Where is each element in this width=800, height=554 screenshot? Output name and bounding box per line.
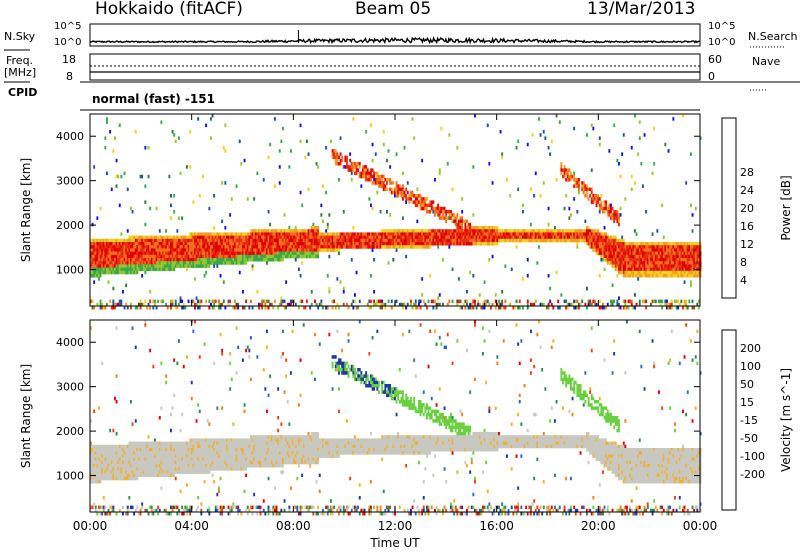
x-tick-label: 20:00 — [581, 519, 616, 533]
freq-label: Freq. — [6, 54, 34, 67]
axes-text: 00:00 04:00 08:00 12:00 16:00 20:00 00:00 Time … — [73, 519, 718, 550]
colorbar-tick-label: -15 — [740, 414, 758, 427]
noise-frame — [89, 23, 701, 47]
colorbar-tick-label: 12 — [740, 238, 754, 251]
power-panel: 1000 2000 3000 4000 Slant Range [km] — [19, 113, 702, 310]
x-tick-label: 12:00 — [378, 519, 413, 533]
y-tick-label: 1000 — [56, 264, 84, 277]
cpid-label: CPID — [8, 86, 38, 99]
x-tick-label: 08:00 — [276, 519, 311, 533]
y-tick-label: 3000 — [56, 175, 84, 188]
noise-tick-left-high: 10^5 — [54, 21, 82, 32]
colorbar-tick-label: -50 — [740, 432, 758, 445]
colorbar-label: Velocity [m s^-1] — [779, 368, 793, 472]
y-tick-label: 3000 — [56, 381, 84, 394]
colorbar-tick-label: 24 — [740, 184, 754, 197]
nsearch-label: N.Search — [748, 30, 798, 43]
frequency-panel — [4, 49, 800, 111]
colorbar-tick-label: 4 — [740, 274, 747, 287]
velocity-panel: 1000 2000 3000 4000 Slant Range [km] — [19, 319, 702, 516]
colorbar-tick-label: 20 — [740, 202, 754, 215]
power-colorbar: 4 8 12 16 20 24 28 Power [dB] — [721, 117, 793, 299]
nave-tick-high: 60 — [708, 53, 722, 66]
colorbar-tick-label: 100 — [740, 360, 761, 373]
y-axis-label: Slant Range [km] — [19, 364, 33, 468]
colorbar-tick-label: 50 — [740, 378, 754, 391]
date-title: 13/Mar/2013 — [587, 0, 696, 19]
colorbar-tick-label: 8 — [740, 256, 747, 269]
x-tick-label: 00:00 — [73, 519, 108, 533]
colorbar-tick-label: 200 — [740, 342, 761, 355]
colorbar-tick-label: -100 — [740, 450, 765, 463]
freq-unit: [MHz] — [4, 66, 37, 79]
colorbar-frame — [721, 329, 737, 511]
noise-tick-right-high: 10^5 — [708, 21, 736, 32]
y-tick-label: 2000 — [56, 425, 84, 438]
nsky-line — [89, 35, 701, 45]
station-title: Hokkaido (fitACF) — [95, 0, 243, 19]
y-axis-label: Slant Range [km] — [19, 158, 33, 262]
freq-frame — [89, 53, 701, 81]
x-tick-label: 00:00 — [683, 519, 718, 533]
x-tick-label: 04:00 — [174, 519, 209, 533]
beam-title: Beam 05 — [355, 0, 432, 19]
nave-label: Nave — [752, 55, 781, 68]
nsky-label: N.Sky — [4, 30, 36, 43]
colorbar-tick-label: 16 — [740, 220, 754, 233]
freq-tick-low: 8 — [66, 70, 73, 83]
colorbar-label: Power [dB] — [779, 175, 793, 240]
colorbar-frame — [721, 117, 737, 299]
y-tick-label: 1000 — [56, 470, 84, 483]
noise-tick-left-low: 10^0 — [54, 37, 82, 48]
colorbar-tick-label: 28 — [740, 166, 754, 179]
noise-panel — [89, 23, 785, 48]
freq-tick-high: 18 — [62, 53, 76, 66]
velocity-colorbar: 200 100 50 15 -15 -50 -100 -200 Velocity [m s^-1… — [721, 329, 793, 511]
panel-bg — [90, 114, 700, 306]
y-tick-label: 4000 — [56, 130, 84, 143]
x-tick-label: 16:00 — [479, 519, 514, 533]
colorbar-tick-label: 15 — [740, 396, 754, 409]
colorbar-tick-label: -200 — [740, 468, 765, 481]
panel-bg — [90, 320, 700, 512]
y-tick-label: 2000 — [56, 219, 84, 232]
noise-tick-right-low: 10^0 — [708, 37, 736, 48]
x-axis-label: Time UT — [369, 536, 420, 550]
nave-tick-low: 0 — [708, 70, 715, 83]
y-tick-label: 4000 — [56, 336, 84, 349]
cpid-value: normal (fast) -151 — [92, 92, 215, 106]
